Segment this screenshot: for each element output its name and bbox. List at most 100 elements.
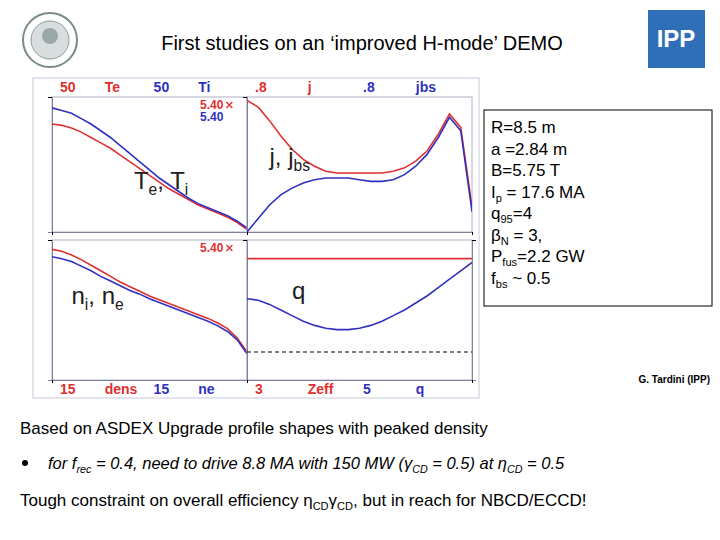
y2-tick [472,240,476,241]
series-label: Te [105,79,121,95]
x-axis-line [248,381,473,384]
panel-annotation: ni, ne [72,282,124,313]
text-run: for f [48,454,79,472]
panel: 3Zeff5qq [243,240,476,397]
y-axis [48,98,53,233]
text-run: B=5.75 T [491,161,560,180]
scale-label: 5 [363,381,371,397]
x-tick-mark [472,380,473,383]
x-tick-mark [247,380,248,383]
x-axis [248,232,473,235]
subscript: e [115,296,124,313]
plot-frame [52,97,247,232]
series-label: Ti [198,79,210,95]
figure-background [33,78,479,398]
subscript: 95 [500,213,512,225]
x-axis [53,380,248,383]
plot-marks [52,249,247,354]
y-axis-line [48,98,53,233]
y-tick-mark [48,97,52,98]
logo-seal [23,13,77,67]
parameter-line: B=5.75 T [491,161,560,180]
series-label: Zeff [308,381,334,397]
subscript: CD [412,463,428,475]
series-label: ne [198,381,215,397]
scale-label: 15 [154,381,170,397]
text-run: P [491,247,502,266]
series-line [52,257,247,354]
scale-label: .8 [255,79,267,95]
text-run: = 0.4, need to drive 8.8 MA with 150 MW … [91,454,414,472]
series-label: q [416,381,425,397]
plot-frame [247,240,472,380]
text-run: q [491,204,500,223]
scale-label: 50 [60,79,76,95]
subscript: N [501,235,509,247]
time-marker [226,102,232,108]
y-tick [243,240,247,241]
text-run: q [292,277,305,304]
x-tick [472,380,473,383]
x-tick [247,232,248,235]
series-label: dens [105,381,138,397]
text-run: j, j [269,143,294,170]
y-tick [243,97,247,98]
scale-label: .8 [363,79,375,95]
y2-tick-mark [472,240,476,241]
parameter-line: βN = 3, [491,226,542,247]
parameter-line: q95=4 [491,204,532,225]
y-tick [48,240,52,241]
series-label: jbs [415,79,436,95]
x-axis [248,380,473,383]
x-tick-mark [247,232,248,235]
subscript: CD [337,500,353,512]
parameter-line: fbs ~ 0.5 [491,269,550,290]
x-axis-line [53,381,248,384]
scale-label: 50 [154,79,170,95]
y-axis-line [243,241,248,381]
series-line [52,108,247,228]
bullet-text: for frec = 0.4, need to drive 8.8 MA wit… [48,454,565,475]
panel: 15dens15neni, ne5.40 [48,240,248,397]
text-run: a =2.84 m [491,140,567,159]
text-run: , but in reach for NBCD/ECCD! [353,491,586,510]
subscript: e [149,181,158,198]
title: First studies on an ‘improved H-mode’ DE… [161,32,563,54]
x-tick-mark [52,380,53,383]
text-run: Tough constraint on overall efficiency η [20,491,313,510]
subscript: bs [496,278,508,290]
text-run: =4 [513,204,532,223]
slide: IPPFirst studies on an ‘improved H-mode’… [0,0,720,540]
panel: 50Te50TiTe, Ti5.405.40 [48,79,248,235]
x-tick-mark [247,380,248,383]
series-line [247,262,472,329]
time-label: 5.40 [200,241,224,255]
plot-marks [247,259,472,352]
subscript: fus [502,256,517,268]
y-tick [48,97,52,98]
panel-annotation: q [292,277,305,304]
x-tick [247,380,248,383]
x-tick [247,380,248,383]
parameter-line: Ip = 17.6 MA [491,183,585,204]
parameter-line: Pfus=2.2 GW [491,247,585,268]
text-run: = 3, [509,226,543,245]
series-line [52,249,247,352]
x-tick-mark [472,232,473,235]
subscript: bs [294,157,311,174]
subscript: rec [76,463,92,475]
panel: .8j.8jbsj, jbs [243,79,473,235]
text-run: = 17.6 MA [502,183,585,202]
y-axis [243,98,248,233]
subscript: CD [313,500,329,512]
text-run: , T [157,167,185,194]
y-tick-mark [243,97,247,98]
parameter-line: R=8.5 m [491,118,556,137]
time-marker [226,245,232,251]
series-line [247,258,472,260]
text-run: = 0.5 [522,454,565,472]
y-tick-mark [243,240,247,241]
x-tick [52,232,53,235]
text-run: R=8.5 m [491,118,556,137]
y-axis [243,241,248,381]
